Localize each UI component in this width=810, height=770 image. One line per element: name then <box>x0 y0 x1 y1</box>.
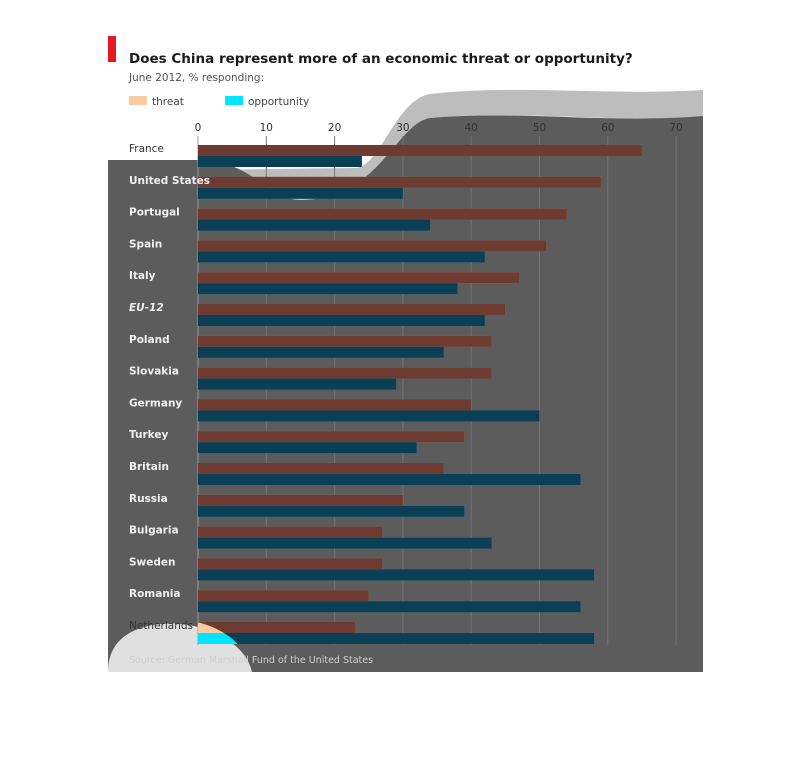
bar-threat <box>198 176 601 188</box>
bar-opportunity <box>198 283 458 295</box>
x-tick-labels: 0 10 20 30 40 50 60 70 <box>195 122 683 134</box>
bar-opportunity <box>198 505 465 517</box>
category-label: Germany <box>129 397 182 409</box>
x-tick-label: 20 <box>328 122 341 134</box>
overlay-panel <box>108 115 703 673</box>
bar-threat <box>198 431 465 443</box>
x-tick-label: 40 <box>465 122 478 134</box>
bar-opportunity <box>198 442 417 454</box>
legend: threat opportunity <box>129 96 309 108</box>
x-tick-label: 0 <box>195 122 202 134</box>
x-tick-label: 60 <box>601 122 614 134</box>
bar-threat <box>198 558 383 570</box>
category-label: Slovakia <box>129 366 179 378</box>
bar-opportunity <box>198 156 362 167</box>
category-label: Turkey <box>129 429 168 441</box>
category-label: Sweden <box>129 556 176 568</box>
legend-label-threat: threat <box>152 96 184 108</box>
bar-threat <box>198 367 492 379</box>
bar-threat <box>198 208 567 220</box>
bar-opportunity <box>198 378 397 390</box>
source-note: Source: German Marshall Fund of the Unit… <box>129 655 373 666</box>
category-label: Romania <box>129 588 181 600</box>
category-label: France <box>129 143 164 155</box>
x-tick-label: 50 <box>533 122 546 134</box>
bar-opportunity <box>198 187 403 199</box>
category-label: EU-12 <box>129 302 164 314</box>
bar-threat <box>198 145 642 156</box>
category-label: United States <box>129 175 210 187</box>
category-label: Spain <box>129 238 162 250</box>
x-tick-label: 70 <box>669 122 682 134</box>
bar-threat <box>198 622 356 633</box>
category-label: Portugal <box>129 207 180 219</box>
legend-label-opportunity: opportunity <box>248 96 309 108</box>
category-label: Russia <box>129 493 168 505</box>
bar-threat <box>198 463 444 474</box>
category-label: Bulgaria <box>129 525 179 537</box>
bar-opportunity <box>198 251 485 263</box>
category-label: Britain <box>129 461 169 473</box>
bar-opportunity <box>198 569 595 581</box>
bar-threat <box>198 335 492 347</box>
x-tick-label: 10 <box>260 122 273 134</box>
bar-opportunity <box>198 410 540 422</box>
category-label: Netherlands <box>129 620 193 632</box>
bar-opportunity <box>198 346 444 358</box>
chart-title: Does China represent more of an economic… <box>129 51 633 67</box>
chart-subtitle: June 2012, % responding: <box>128 72 264 84</box>
category-label: Italy <box>129 270 156 282</box>
bar-threat <box>198 304 506 315</box>
bar-opportunity <box>198 315 485 326</box>
bars <box>198 145 642 644</box>
legend-swatch-threat <box>129 96 147 105</box>
x-tick-label: 30 <box>396 122 409 134</box>
category-labels: France United States Portugal Spain Italy EU-… <box>129 143 210 632</box>
bar-threat <box>198 240 547 252</box>
bar-threat <box>198 272 520 284</box>
bar-threat <box>198 526 383 538</box>
category-label: Poland <box>129 334 170 346</box>
bar-opportunity <box>198 601 581 613</box>
wave-band <box>200 89 703 200</box>
bar-threat <box>198 590 369 602</box>
bar-opportunity <box>198 219 431 231</box>
bar-threat <box>198 399 472 411</box>
bar-opportunity <box>198 537 492 549</box>
legend-swatch-opportunity <box>225 96 243 105</box>
bar-threat <box>198 494 403 506</box>
accent-bar <box>108 36 116 62</box>
bar-opportunity <box>198 633 595 644</box>
bar-opportunity <box>198 474 581 485</box>
